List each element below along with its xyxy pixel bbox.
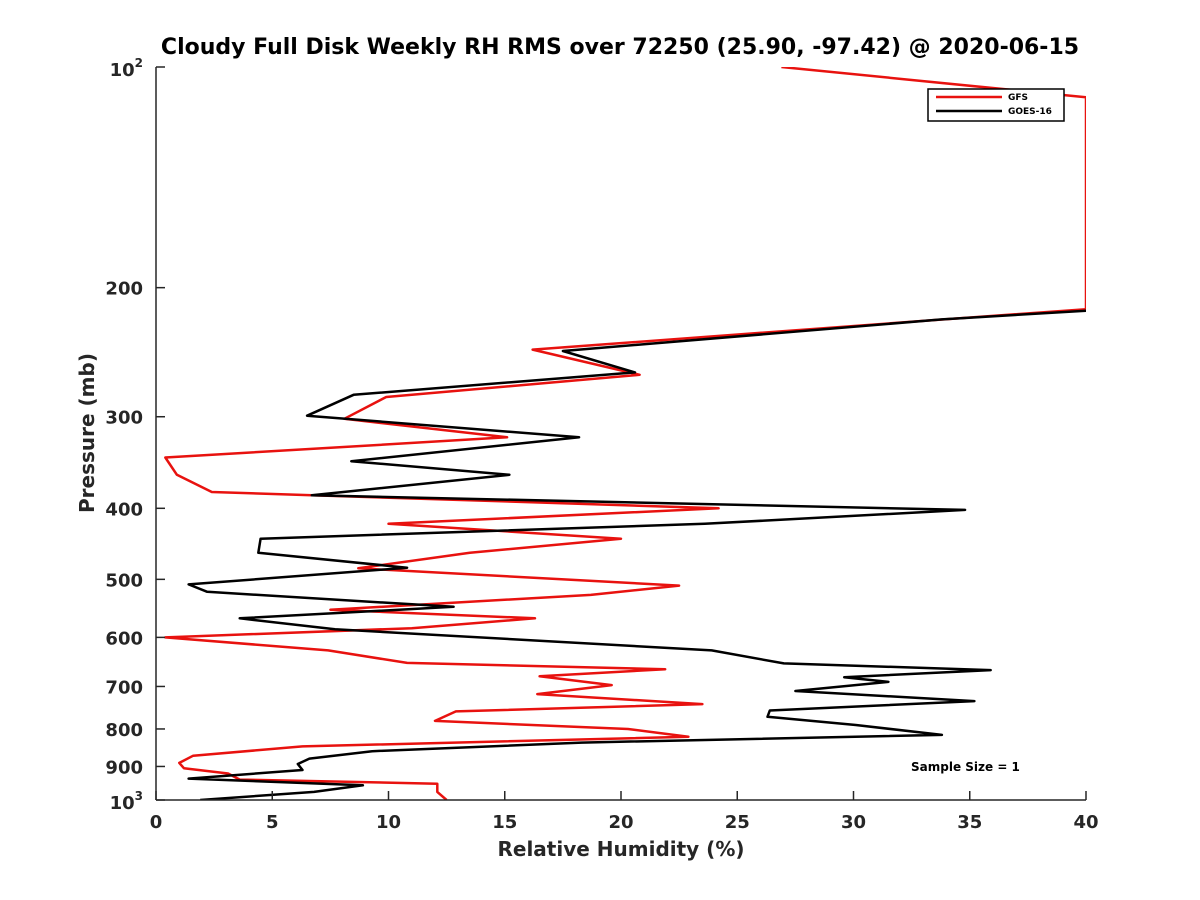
legend-label-goes16: GOES-16 bbox=[1008, 107, 1052, 117]
ticks-layer: 0 5 10 15 20 25 30 35 40102200300400500600700800… bbox=[105, 56, 1098, 833]
y-tick-label: 700 bbox=[105, 677, 143, 698]
legend: GFS GOES-16 bbox=[927, 88, 1065, 122]
y-tick-label: 800 bbox=[105, 720, 143, 741]
chart-title: Cloudy Full Disk Weekly RH RMS over 7225… bbox=[161, 35, 1079, 60]
x-tick-label: 5 bbox=[266, 812, 279, 833]
legend-box bbox=[927, 88, 1065, 122]
x-tick-label: 15 bbox=[492, 812, 517, 833]
y-tick-label: 900 bbox=[105, 757, 143, 778]
y-tick-label: 500 bbox=[105, 570, 143, 591]
y-tick-label: 300 bbox=[105, 408, 143, 429]
plot-area: 0 5 10 15 20 25 30 35 40102200300400500600700800… bbox=[105, 56, 1098, 833]
x-tick-label: 25 bbox=[725, 812, 750, 833]
x-axis-label: Relative Humidity (%) bbox=[497, 837, 744, 861]
y-tick-label: 400 bbox=[105, 499, 143, 520]
series-layer bbox=[164, 67, 1086, 800]
legend-label-gfs: GFS bbox=[1008, 93, 1028, 103]
sample-size-annotation: Sample Size = 1 bbox=[911, 760, 1020, 774]
series-line-goes16 bbox=[187, 309, 1086, 800]
x-tick-label: 30 bbox=[841, 812, 866, 833]
x-tick-label: 40 bbox=[1073, 812, 1098, 833]
y-tick-label: 600 bbox=[105, 628, 143, 649]
x-tick-label: 0 bbox=[150, 812, 163, 833]
y-axis-label: Pressure (mb) bbox=[75, 353, 99, 513]
x-tick-label: 10 bbox=[376, 812, 401, 833]
y-tick-label: 200 bbox=[105, 279, 143, 300]
x-tick-label: 20 bbox=[608, 812, 633, 833]
x-tick-label: 35 bbox=[957, 812, 982, 833]
